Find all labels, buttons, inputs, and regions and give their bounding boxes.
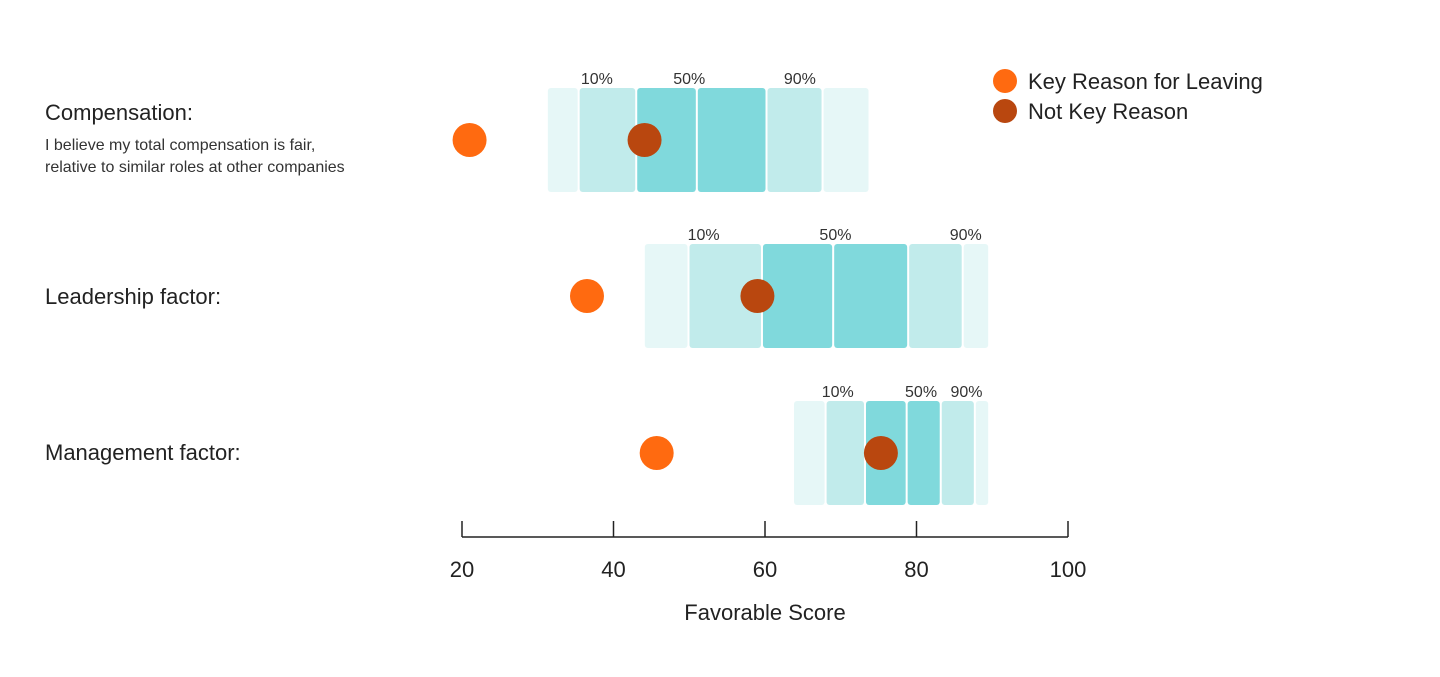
band-outer-right bbox=[963, 244, 989, 348]
band-label-90: 90% bbox=[950, 384, 982, 401]
band-outer-right bbox=[823, 88, 869, 192]
band-mid-left bbox=[826, 401, 864, 505]
band-inner-left bbox=[762, 244, 833, 348]
band-inner-right bbox=[697, 88, 766, 192]
bands-layer bbox=[547, 88, 989, 505]
x-tick-label: 40 bbox=[601, 557, 625, 582]
band-label-50: 50% bbox=[673, 71, 705, 88]
band-outer-left bbox=[644, 244, 688, 348]
x-tick-label: 100 bbox=[1050, 557, 1087, 582]
band-label-90: 90% bbox=[950, 227, 982, 244]
legend: Key Reason for Leaving Not Key Reason bbox=[993, 69, 1263, 124]
row-title-compensation: Compensation: bbox=[45, 100, 193, 125]
x-tick-label: 20 bbox=[450, 557, 474, 582]
band-mid-right bbox=[941, 401, 974, 505]
dot-not-key-reason bbox=[863, 436, 898, 470]
band-mid-right bbox=[767, 88, 822, 192]
band-mid-right bbox=[909, 244, 962, 348]
band-label-10: 10% bbox=[822, 384, 854, 401]
dot-key-reason bbox=[569, 279, 604, 313]
legend-label: Key Reason for Leaving bbox=[1028, 69, 1263, 94]
band-label-50: 50% bbox=[905, 384, 937, 401]
legend-marker bbox=[993, 99, 1017, 123]
band-outer-left bbox=[794, 401, 825, 505]
row-subtitle-line-1: I believe my total compensation is fair, bbox=[45, 137, 316, 154]
band-outer-right bbox=[975, 401, 989, 505]
x-tick-label: 80 bbox=[904, 557, 928, 582]
band-inner-right bbox=[834, 244, 908, 348]
dots-layer bbox=[452, 123, 898, 470]
x-tick-label: 60 bbox=[753, 557, 777, 582]
dot-not-key-reason bbox=[627, 123, 662, 157]
x-axis-label: Favorable Score bbox=[684, 600, 845, 625]
dot-not-key-reason bbox=[740, 279, 775, 313]
band-inner-right bbox=[907, 401, 940, 505]
band-labels-layer: 10% 50% 90% 10% 50% 90% 10% 50% 90% bbox=[581, 71, 983, 401]
row-subtitle-line-2: relative to similar roles at other compa… bbox=[45, 159, 345, 176]
legend-marker bbox=[993, 69, 1017, 93]
row-title-leadership: Leadership factor: bbox=[45, 284, 222, 309]
dot-key-reason bbox=[639, 436, 674, 470]
band-mid-left bbox=[689, 244, 761, 348]
band-label-90: 90% bbox=[784, 71, 816, 88]
band-outer-left bbox=[547, 88, 578, 192]
row-title-management: Management factor: bbox=[45, 440, 241, 465]
legend-label: Not Key Reason bbox=[1028, 99, 1188, 124]
band-mid-left bbox=[579, 88, 636, 192]
x-axis: 20 40 60 80 100 bbox=[450, 521, 1087, 582]
dot-key-reason bbox=[452, 123, 487, 157]
band-label-10: 10% bbox=[581, 71, 613, 88]
band-label-50: 50% bbox=[819, 227, 851, 244]
band-label-10: 10% bbox=[688, 227, 720, 244]
band-inner-left bbox=[637, 88, 696, 192]
